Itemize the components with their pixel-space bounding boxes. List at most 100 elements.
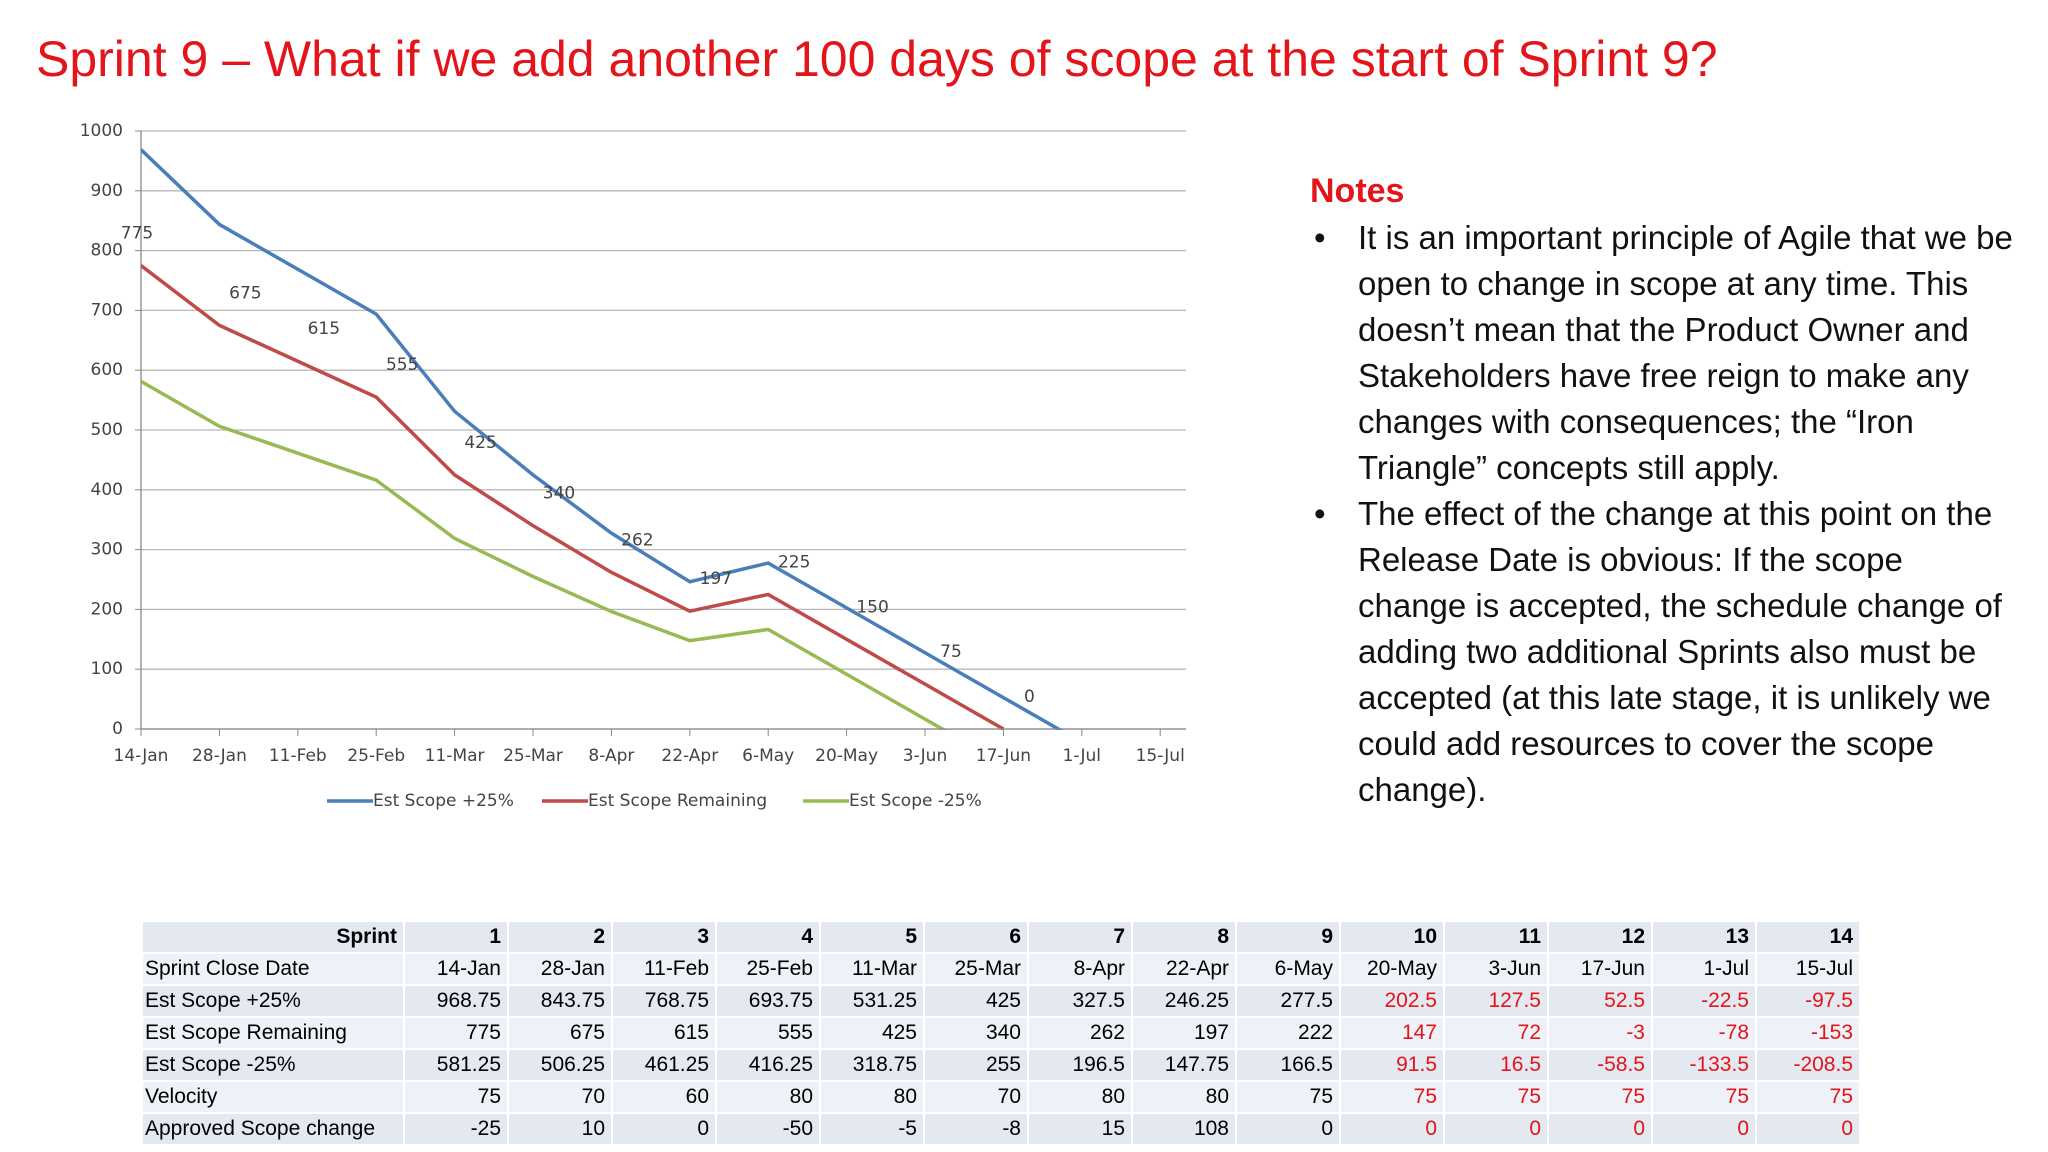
data-label: 225: [778, 552, 810, 572]
table-cell: 0: [1755, 1112, 1861, 1146]
table-cell: 1-Jul: [1651, 952, 1757, 986]
note-item: • The effect of the change at this point …: [1314, 495, 2002, 808]
x-tick-label: 8-Apr: [588, 746, 634, 766]
note-item: • It is an important principle of Agile t…: [1314, 219, 2013, 486]
table-cell: 775: [403, 1016, 509, 1050]
table-cell: 968.75: [403, 984, 509, 1018]
table-cell: 75: [1235, 1080, 1341, 1114]
table-cell: 14-Jan: [403, 952, 509, 986]
table-cell: 80: [1027, 1080, 1133, 1114]
y-tick-label: 500: [91, 420, 123, 440]
table-cell: 0: [1651, 1112, 1757, 1146]
legend-label: Est Scope -25%: [849, 791, 982, 811]
table-cell: 222: [1235, 1016, 1341, 1050]
table-cell: 28-Jan: [507, 952, 613, 986]
table-cell: 80: [715, 1080, 821, 1114]
table-cell: -50: [715, 1112, 821, 1146]
table-cell: 0: [1547, 1112, 1653, 1146]
table-cell: -208.5: [1755, 1048, 1861, 1082]
y-tick-label: 400: [91, 480, 123, 500]
x-tick-label: 11-Feb: [269, 746, 327, 766]
table-cell: 75: [1339, 1080, 1445, 1114]
table-cell: 75: [1547, 1080, 1653, 1114]
table-cell: 147.75: [1131, 1048, 1237, 1082]
table-cell: 70: [923, 1080, 1029, 1114]
table-cell: 3: [611, 920, 717, 954]
plot-lines: [141, 148, 1064, 730]
table-cell: 10: [507, 1112, 613, 1146]
x-tick-label: 25-Feb: [347, 746, 405, 766]
table-cell: -153: [1755, 1016, 1861, 1050]
table-cell: 581.25: [403, 1048, 509, 1082]
data-label: 75: [940, 642, 962, 662]
x-tick-label: 3-Jun: [903, 746, 947, 766]
table-cell: 202.5: [1339, 984, 1445, 1018]
row-label: Approved Scope change: [141, 1112, 405, 1146]
table-cell: 6-May: [1235, 952, 1341, 986]
table-cell: 416.25: [715, 1048, 821, 1082]
table-cell: 277.5: [1235, 984, 1341, 1018]
table-row: Est Scope -25% 581.25 506.25 461.25 416.25 31…: [141, 1048, 1861, 1082]
y-tick-label: 1000: [80, 121, 123, 141]
data-label: 262: [621, 530, 653, 550]
table-cell: 16.5: [1443, 1048, 1549, 1082]
table-cell: 75: [1443, 1080, 1549, 1114]
table-cell: 8: [1131, 920, 1237, 954]
y-tick-label: 300: [91, 540, 123, 560]
x-tick-label: 11-Mar: [425, 746, 485, 766]
table-row: Approved Scope change -25 10 0 -50 -5 -8 15 108 0…: [141, 1112, 1861, 1146]
table-cell: 531.25: [819, 984, 925, 1018]
table-cell: 318.75: [819, 1048, 925, 1082]
series-line: [141, 148, 1064, 730]
sprint-table: Sprint 1 2 3 4 5 6 7 8 9 10 11 12 13 14 Sprint Close Da…: [141, 920, 1861, 1146]
table-cell: 4: [715, 920, 821, 954]
table-cell: 6: [923, 920, 1029, 954]
y-tick-label: 900: [91, 181, 123, 201]
row-label: Sprint: [141, 920, 405, 954]
data-label: 0: [1024, 687, 1035, 707]
table-cell: 11-Feb: [611, 952, 717, 986]
table-cell: -3: [1547, 1016, 1653, 1050]
row-label: Est Scope Remaining: [141, 1016, 405, 1050]
table-cell: 3-Jun: [1443, 952, 1549, 986]
table-cell: 0: [1443, 1112, 1549, 1146]
x-tick-label: 25-Mar: [503, 746, 563, 766]
table-cell: 25-Mar: [923, 952, 1029, 986]
table-cell: 80: [1131, 1080, 1237, 1114]
table-row: Sprint 1 2 3 4 5 6 7 8 9 10 11 12 13 14: [141, 920, 1861, 954]
table-cell: 17-Jun: [1547, 952, 1653, 986]
y-tick-label: 0: [112, 719, 123, 739]
table-cell: 0: [611, 1112, 717, 1146]
table-cell: 15-Jul: [1755, 952, 1861, 986]
y-tick-label: 700: [91, 300, 123, 320]
table-row: Sprint Close Date 14-Jan 28-Jan 11-Feb 25-Fe…: [141, 952, 1861, 986]
table-cell: 843.75: [507, 984, 613, 1018]
table-cell: 768.75: [611, 984, 717, 1018]
table-cell: 11-Mar: [819, 952, 925, 986]
table-cell: -78: [1651, 1016, 1757, 1050]
table-cell: 9: [1235, 920, 1341, 954]
table-cell: 10: [1339, 920, 1445, 954]
x-tick-label: 20-May: [815, 746, 878, 766]
table-cell: 127.5: [1443, 984, 1549, 1018]
series-line: [141, 264, 1005, 730]
table-cell: 196.5: [1027, 1048, 1133, 1082]
x-tick-label: 14-Jan: [114, 746, 169, 766]
table-cell: 327.5: [1027, 984, 1133, 1018]
table-cell: 506.25: [507, 1048, 613, 1082]
table-cell: 20-May: [1339, 952, 1445, 986]
table-cell: -22.5: [1651, 984, 1757, 1018]
table-cell: 108: [1131, 1112, 1237, 1146]
row-label: Est Scope -25%: [141, 1048, 405, 1082]
table-cell: 675: [507, 1016, 613, 1050]
table-cell: 166.5: [1235, 1048, 1341, 1082]
slide-title: Sprint 9 – What if we add another 100 da…: [36, 31, 1718, 87]
table-cell: 5: [819, 920, 925, 954]
data-label: 150: [856, 597, 888, 617]
table-cell: 425: [923, 984, 1029, 1018]
table-cell: 461.25: [611, 1048, 717, 1082]
legend-label: Est Scope Remaining: [588, 791, 767, 811]
series-line: [141, 379, 948, 730]
x-tick-label: 15-Jul: [1136, 746, 1185, 766]
